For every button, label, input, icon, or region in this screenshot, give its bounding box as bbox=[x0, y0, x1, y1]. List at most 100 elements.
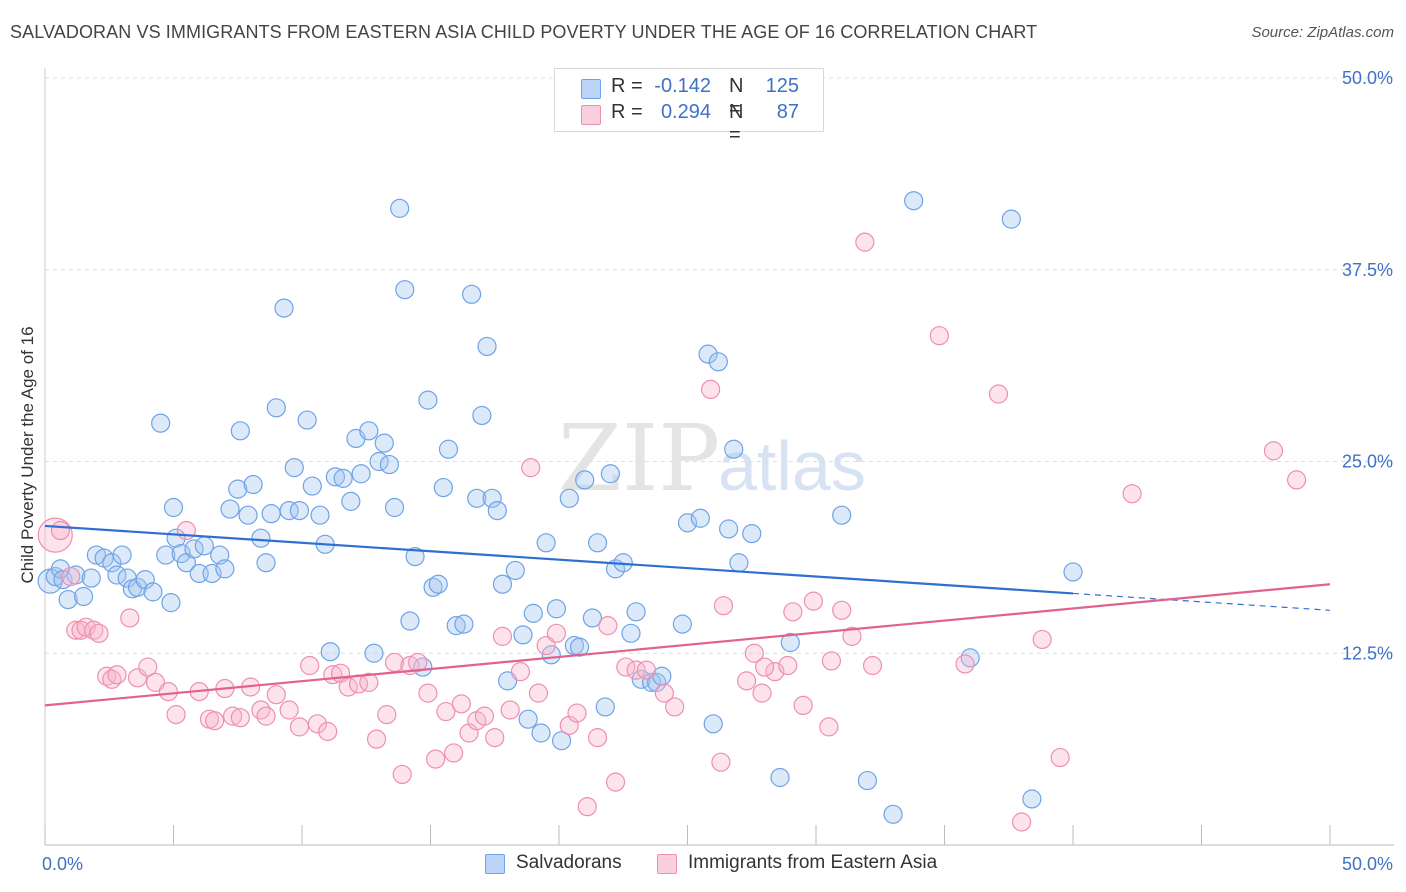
eastern-asia-point bbox=[300, 655, 320, 676]
eastern-asia-point bbox=[120, 608, 140, 628]
salvadorans-point bbox=[832, 505, 852, 525]
salvadorans-point bbox=[641, 672, 662, 692]
salvadorans-point bbox=[112, 545, 132, 565]
eastern-asia-point bbox=[251, 700, 271, 720]
eastern-asia-point bbox=[744, 643, 764, 663]
r-label: R = bbox=[611, 101, 643, 123]
eastern-asia-point bbox=[988, 384, 1009, 404]
eastern-asia-point bbox=[138, 657, 158, 677]
salvadorans-point bbox=[359, 421, 379, 441]
salvadorans-point bbox=[883, 804, 903, 824]
eastern-asia-point bbox=[418, 683, 438, 703]
salvadorans-point bbox=[86, 545, 107, 565]
salvadorans-point bbox=[310, 505, 330, 525]
salvadorans-point bbox=[904, 191, 924, 211]
eastern-asia-point bbox=[359, 672, 379, 692]
salvadorans-point bbox=[857, 770, 878, 791]
eastern-asia-point bbox=[408, 652, 428, 673]
eastern-asia-point bbox=[1122, 484, 1142, 504]
salvadorans-point bbox=[1063, 562, 1083, 582]
salvadorans-point bbox=[135, 570, 155, 590]
eastern-asia-point bbox=[636, 660, 656, 680]
salvadorans-point bbox=[472, 405, 492, 426]
eastern-asia-point bbox=[929, 326, 949, 346]
eastern-asia-point bbox=[752, 683, 772, 703]
salvadorans-point bbox=[575, 470, 595, 490]
salvadorans-point bbox=[626, 602, 646, 622]
eastern-asia-point bbox=[107, 665, 127, 685]
salvadorans-trend-extension bbox=[1072, 592, 1331, 611]
eastern-asia-point bbox=[821, 651, 842, 671]
y-tick-label: 50.0% bbox=[1342, 68, 1393, 88]
x-tick-label: 0.0% bbox=[42, 854, 83, 874]
salvadorans-swatch bbox=[581, 79, 601, 99]
salvadorans-point bbox=[462, 284, 482, 304]
eastern-asia-point bbox=[492, 626, 513, 646]
y-tick-label: 25.0% bbox=[1342, 452, 1393, 472]
salvadorans-point bbox=[724, 439, 744, 459]
eastern-asia-point bbox=[50, 520, 71, 541]
salvadorans-point bbox=[505, 560, 525, 581]
n-label: N = bbox=[729, 75, 744, 120]
watermark-zip: ZIP bbox=[558, 405, 720, 512]
eastern-asia-point bbox=[842, 626, 862, 646]
salvadorans-point bbox=[143, 582, 163, 602]
salvadorans-point bbox=[518, 709, 538, 729]
salvadorans-point bbox=[423, 577, 443, 597]
eastern-asia-point bbox=[318, 721, 338, 742]
salvadorans-point bbox=[600, 464, 621, 484]
salvadorans-point bbox=[163, 497, 184, 518]
eastern-asia-point bbox=[587, 728, 608, 748]
eastern-asia-point bbox=[528, 683, 549, 703]
eastern-asia-point bbox=[230, 708, 250, 728]
eastern-asia-point bbox=[546, 623, 567, 643]
trend-lines bbox=[44, 524, 1331, 707]
salvadorans-point bbox=[647, 672, 667, 692]
eastern-asia-point bbox=[392, 764, 412, 785]
watermark-atlas: atlas bbox=[718, 427, 866, 505]
salvadorans-point bbox=[438, 439, 459, 459]
salvadorans-point bbox=[582, 608, 603, 628]
salvadorans-point bbox=[569, 637, 590, 657]
salvadorans-point bbox=[156, 545, 176, 565]
eastern-asia-point bbox=[307, 714, 328, 734]
salvadorans-swatch bbox=[485, 854, 505, 874]
r-value: 0.294 bbox=[660, 101, 711, 123]
eastern-asia-point bbox=[444, 743, 464, 763]
eastern-asia-point bbox=[654, 683, 674, 703]
data-points bbox=[37, 191, 1307, 832]
salvadorans-point bbox=[482, 488, 502, 508]
eastern-asia-point bbox=[626, 660, 646, 680]
tick-labels: 12.5% 25.0% 37.5% 50.0% 0.0% 50.0% bbox=[42, 68, 1393, 874]
eastern-asia-point bbox=[436, 701, 456, 722]
salvadorans-point bbox=[708, 352, 728, 372]
eastern-asia-point bbox=[377, 705, 397, 725]
salvadorans-point bbox=[230, 421, 250, 441]
salvadorans-point bbox=[374, 433, 394, 453]
r-value: -0.142 bbox=[654, 75, 711, 97]
eastern-asia-point bbox=[500, 700, 520, 720]
salvadorans-point bbox=[58, 589, 78, 610]
salvadorans-point bbox=[1022, 789, 1042, 809]
salvadorans-trend-line bbox=[44, 524, 1074, 595]
r-label: R = bbox=[611, 75, 643, 97]
salvadorans-point bbox=[551, 731, 572, 751]
eastern-asia-point bbox=[819, 717, 839, 737]
salvadorans-point bbox=[151, 413, 171, 433]
eastern-asia-point bbox=[256, 706, 276, 726]
eastern-asia-point bbox=[598, 616, 618, 636]
salvadorans-point bbox=[621, 623, 641, 643]
salvadorans-point bbox=[228, 479, 248, 499]
eastern-asia-point bbox=[384, 652, 405, 673]
salvadorans-point bbox=[256, 553, 276, 573]
salvadorans-point bbox=[703, 714, 723, 734]
eastern-asia-point bbox=[1011, 812, 1032, 832]
salvadorans-point bbox=[220, 499, 240, 519]
eastern-asia-point bbox=[485, 728, 505, 748]
salvadorans-point bbox=[446, 616, 466, 636]
salvadorans-point bbox=[266, 398, 286, 418]
eastern-asia-point bbox=[713, 596, 734, 616]
eastern-asia-point bbox=[89, 623, 109, 643]
salvadorans-point bbox=[513, 625, 533, 645]
